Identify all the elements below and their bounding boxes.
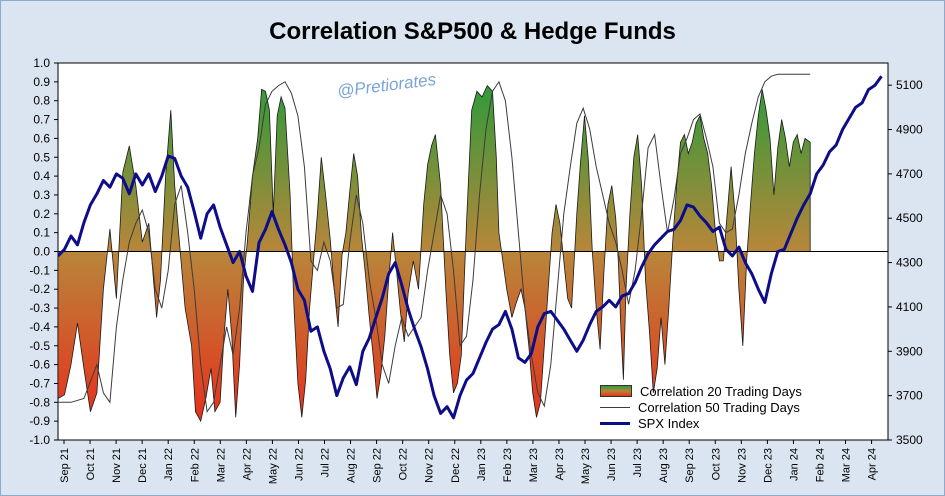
y-left-tick-label: 0.8	[33, 94, 50, 108]
y-left-tick-label: -0.9	[29, 414, 50, 428]
y-left-tick-label: 0.0	[33, 245, 50, 259]
y-right-tick-label: 3500	[896, 433, 923, 447]
x-tick-label: Oct 21	[85, 448, 97, 480]
x-tick-label: Nov 23	[736, 448, 748, 483]
x-tick-label: Dec 23	[762, 448, 774, 483]
x-tick-label: Oct 23	[710, 448, 722, 480]
x-tick-label: Jun 23	[606, 448, 618, 481]
x-tick-label: Mar 24	[841, 448, 853, 482]
x-tick-label: Sep 21	[59, 448, 71, 483]
legend-swatch-spx	[600, 421, 630, 425]
legend-item-corr50: Correlation 50 Trading Days	[600, 399, 840, 415]
y-left-tick-label: -0.8	[29, 395, 50, 409]
y-left-tick-label: -0.6	[29, 358, 50, 372]
y-right-tick-label: 4700	[896, 167, 923, 181]
y-left-tick-label: -0.3	[29, 301, 50, 315]
y-right-tick-label: 3900	[896, 344, 923, 358]
y-left-tick-label: 0.9	[33, 75, 50, 89]
y-left-tick-label: 1.0	[33, 56, 50, 70]
x-tick-label: Jan 22	[163, 448, 175, 481]
y-left-tick-label: -0.1	[29, 263, 50, 277]
x-tick-label: Aug 23	[658, 448, 670, 483]
x-tick-label: Jan 24	[788, 448, 800, 481]
x-tick-label: Sep 22	[372, 448, 384, 483]
series-corr20-area	[58, 84, 811, 423]
y-left-tick-label: -0.4	[29, 320, 50, 334]
legend-item-corr20: Correlation 20 Trading Days	[600, 383, 840, 399]
series-spx-line	[58, 75, 883, 420]
legend-swatch-corr20	[600, 385, 632, 397]
y-right-tick-label: 4300	[896, 256, 923, 270]
y-left-tick-label: 0.5	[33, 150, 50, 164]
y-left-tick-label: -0.2	[29, 282, 50, 296]
x-tick-label: Feb 22	[189, 448, 201, 482]
chart-title: Correlation S&P500 & Hedge Funds	[269, 18, 676, 45]
legend: Correlation 20 Trading Days Correlation …	[600, 383, 840, 431]
legend-label-corr20: Correlation 20 Trading Days	[640, 383, 802, 399]
y-left-tick-label: 0.2	[33, 207, 50, 221]
y-left-tick-label: -0.7	[29, 376, 50, 390]
y-left-tick-label: -0.5	[29, 339, 50, 353]
x-tick-label: Feb 24	[814, 448, 826, 482]
series-corr50-line	[58, 73, 811, 414]
x-tick-label: Apr 23	[554, 448, 566, 480]
x-tick-label: Nov 22	[424, 448, 436, 483]
x-tick-label: Sep 23	[684, 448, 696, 483]
y-left-tick-label: -1.0	[29, 433, 50, 447]
x-tick-label: Jul 23	[632, 448, 644, 477]
legend-label-corr50: Correlation 50 Trading Days	[638, 399, 800, 415]
x-tick-label: Nov 21	[111, 448, 123, 483]
x-tick-label: Oct 22	[398, 448, 410, 480]
x-tick-label: Feb 23	[502, 448, 514, 482]
y-right-tick-label: 5100	[896, 78, 923, 92]
x-tick-label: Dec 21	[137, 448, 149, 483]
y-right-tick-label: 4900	[896, 123, 923, 137]
x-tick-label: Apr 22	[241, 448, 253, 480]
x-tick-label: Mar 22	[215, 448, 227, 482]
legend-label-spx: SPX Index	[638, 415, 700, 431]
x-tick-label: Jun 22	[293, 448, 305, 481]
x-tick-label: Mar 23	[528, 448, 540, 482]
legend-swatch-corr50	[600, 406, 630, 408]
y-left-tick-label: 0.4	[33, 169, 50, 183]
y-left-tick-label: 0.6	[33, 131, 50, 145]
x-tick-label: Jan 23	[476, 448, 488, 481]
y-right-tick-label: 4100	[896, 300, 923, 314]
x-tick-label: Jul 22	[320, 448, 332, 477]
y-left-tick-label: 0.7	[33, 113, 50, 127]
y-right-tick-label: 4500	[896, 211, 923, 225]
y-right-tick-label: 3700	[896, 389, 923, 403]
y-left-tick-label: 0.3	[33, 188, 50, 202]
legend-item-spx: SPX Index	[600, 415, 840, 431]
x-tick-label: May 23	[580, 448, 592, 484]
y-left-tick-label: 0.1	[33, 226, 50, 240]
x-tick-label: May 22	[267, 448, 279, 484]
x-tick-label: Aug 22	[346, 448, 358, 483]
x-tick-label: Apr 24	[867, 448, 879, 480]
x-tick-label: Dec 22	[450, 448, 462, 483]
